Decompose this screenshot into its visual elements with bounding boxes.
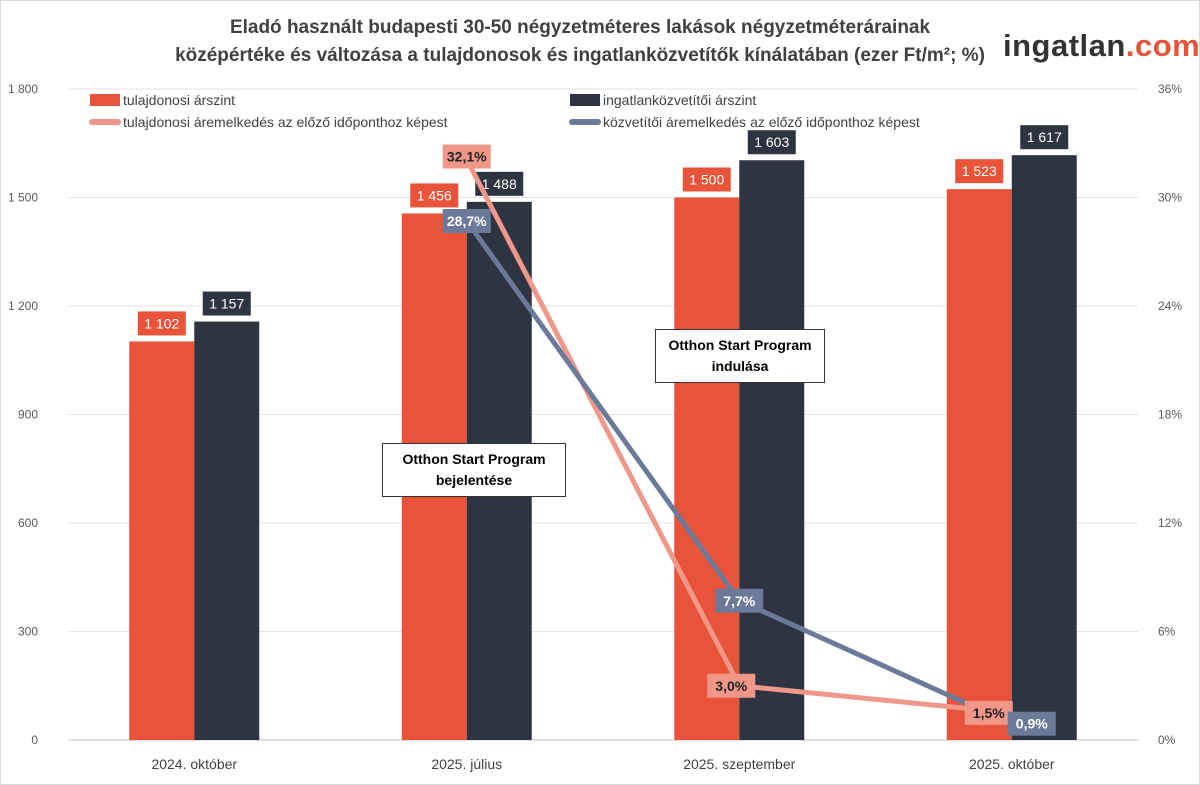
bar-data-label: 1 523 (962, 163, 997, 179)
bar-label-box (747, 130, 796, 155)
line-label-box (964, 700, 1013, 725)
right-tick-label: 6% (1158, 625, 1176, 639)
bar-data-label: 1 603 (754, 134, 789, 150)
legend-label: ingatlanközvetítői árszint (603, 92, 756, 108)
bar-agent (739, 160, 805, 740)
annotation-line: indulása (711, 358, 769, 374)
legend-label: közvetítői áremelkedés az előző időponth… (603, 114, 920, 130)
legend-label: tulajdonosi árszint (123, 92, 235, 108)
left-tick-label: 1 200 (8, 299, 38, 313)
right-tick-label: 36% (1158, 82, 1182, 96)
legend-swatch (90, 94, 120, 106)
left-tick-label: 1 500 (8, 191, 38, 205)
bar-data-label: 1 500 (689, 172, 724, 188)
line-label-box (715, 588, 764, 613)
ingatlan-com-logo: ingatlan.com (1003, 28, 1200, 64)
bar-data-label: 1 617 (1027, 129, 1062, 145)
bar-label-box (1020, 125, 1069, 150)
logo-accent: .com (1125, 28, 1200, 63)
bar-label-box (955, 159, 1004, 184)
annotation-line: Otthon Start Program (402, 451, 546, 467)
right-tick-label: 0% (1158, 733, 1176, 747)
bar-data-label: 1 157 (209, 296, 244, 312)
bar-data-label: 1 488 (482, 176, 517, 192)
legend-label: tulajdonosi áremelkedés az előző időpont… (123, 114, 448, 130)
category-label: 2025. október (969, 756, 1055, 772)
left-tick-label: 300 (18, 625, 38, 639)
line-label-box (442, 209, 491, 234)
title-line-1: Eladó használt budapesti 30-50 négyzetmé… (229, 17, 931, 38)
line-data-label: 0,9% (1016, 716, 1048, 732)
line-label-box (442, 144, 491, 169)
bar-owner (674, 197, 740, 740)
category-label: 2025. szeptember (683, 756, 795, 772)
right-tick-label: 12% (1158, 516, 1182, 530)
bar-data-label: 1 102 (144, 315, 179, 331)
left-tick-label: 0 (31, 733, 38, 747)
logo-main: ingatlan (1003, 28, 1126, 63)
bar-label-box (682, 167, 731, 192)
right-tick-label: 30% (1158, 191, 1182, 205)
bar-agent (194, 321, 260, 740)
annotation-announcement: Otthon Start Program bejelentése (382, 443, 566, 497)
line-data-label: 7,7% (723, 593, 755, 609)
left-tick-label: 600 (18, 516, 38, 530)
category-label: 2024. október (151, 756, 237, 772)
title-line-2: középértéke és változása a tulajdonosok … (175, 45, 985, 66)
bar-label-box (137, 311, 186, 336)
bar-label-box (202, 291, 251, 316)
bar-label-box (410, 183, 459, 208)
annotation-launch: Otthon Start Program indulása (655, 329, 825, 383)
annotation-line: Otthon Start Program (668, 337, 812, 353)
right-tick-label: 18% (1158, 408, 1182, 422)
line-data-label: 32,1% (447, 149, 487, 165)
chart-title: Eladó használt budapesti 30-50 négyzetmé… (100, 14, 1060, 70)
bar-data-label: 1 456 (417, 187, 452, 203)
bar-owner (946, 189, 1012, 741)
right-tick-label: 24% (1158, 299, 1182, 313)
line-data-label: 3,0% (715, 678, 747, 694)
legend-swatch (570, 94, 600, 106)
left-tick-label: 900 (18, 408, 38, 422)
bar-owner (129, 341, 195, 740)
bar-agent (1011, 155, 1077, 740)
line-label-box (1007, 711, 1056, 736)
left-tick-label: 1 800 (8, 82, 38, 96)
line-label-box (707, 673, 756, 698)
line-data-label: 1,5% (973, 705, 1005, 721)
line-data-label: 28,7% (447, 213, 487, 229)
annotation-line: bejelentése (435, 472, 513, 488)
category-label: 2025. július (431, 756, 502, 772)
